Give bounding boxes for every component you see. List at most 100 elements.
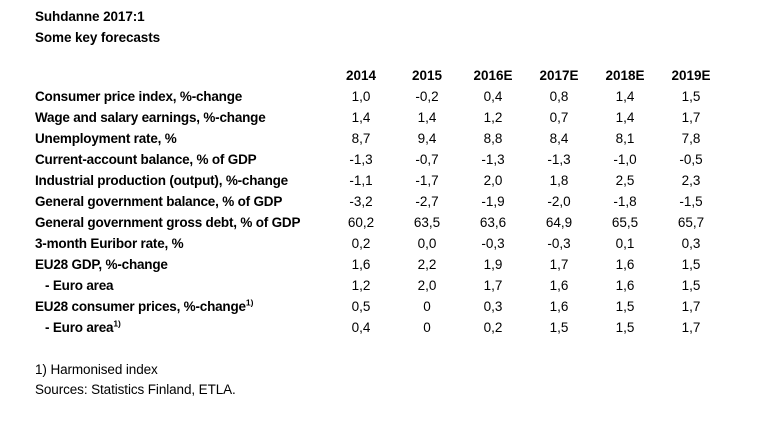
footnote-marker: 1)	[113, 318, 121, 329]
page-title: Suhdanne 2017:1	[35, 9, 145, 24]
footnote-harmonised-index: 1) Harmonised index	[35, 362, 158, 377]
table-cell: 1,6	[549, 278, 569, 293]
table-cell: 1,4	[615, 110, 635, 125]
table-cell: 1,5	[615, 320, 635, 335]
table-cell: 1,0	[351, 89, 371, 104]
table-row: 3-month Euribor rate, % 0,2 0,0 -0,3 -0,…	[35, 233, 768, 254]
table-cell: 1,5	[681, 278, 701, 293]
table-cell: 8,7	[351, 131, 371, 146]
table-cell: 60,2	[347, 215, 375, 230]
table-cell: -1,5	[679, 194, 703, 209]
table-row: Industrial production (output), %-change…	[35, 170, 768, 191]
table-cell: 1,5	[549, 320, 569, 335]
table-cell: -2,7	[415, 194, 439, 209]
forecast-table: 2014 2015 2016E 2017E 2018E 2019E Consum…	[35, 65, 768, 338]
table-cell: 1,2	[483, 110, 503, 125]
row-label: General government gross debt, % of GDP	[35, 215, 301, 230]
table-cell: -1,9	[481, 194, 505, 209]
table-cell: 1,7	[681, 110, 701, 125]
table-cell: 1,9	[483, 257, 503, 272]
table-cell: -1,3	[547, 152, 571, 167]
table-cell: 1,4	[417, 110, 437, 125]
table-cell: -0,5	[679, 152, 703, 167]
row-label: EU28 GDP, %-change	[35, 257, 168, 272]
table-cell: 1,7	[483, 278, 503, 293]
column-header-2016e: 2016E	[473, 68, 513, 83]
table-cell: 0,2	[483, 320, 503, 335]
table-cell: 1,2	[351, 278, 371, 293]
column-header-2018e: 2018E	[605, 68, 645, 83]
table-cell: 1,4	[351, 110, 371, 125]
table-cell: 0,1	[615, 236, 635, 251]
table-cell: 0,2	[351, 236, 371, 251]
table-cell: 65,5	[611, 215, 639, 230]
row-label-text: EU28 consumer prices, %-change	[35, 299, 246, 314]
column-header-2019e: 2019E	[671, 68, 711, 83]
row-label: Consumer price index, %-change	[35, 89, 243, 104]
table-cell: 0,4	[351, 320, 371, 335]
row-label: 3-month Euribor rate, %	[35, 236, 184, 251]
table-cell: 2,0	[417, 278, 437, 293]
table-row: EU28 GDP, %-change 1,6 2,2 1,9 1,7 1,6 1…	[35, 254, 768, 275]
table-cell: 1,7	[681, 299, 701, 314]
page-subtitle: Some key forecasts	[35, 30, 161, 45]
table-cell: -3,2	[349, 194, 373, 209]
table-cell: 0	[423, 320, 431, 335]
table-cell: -1,0	[613, 152, 637, 167]
table-cell: 1,7	[549, 257, 569, 272]
row-label-text: - Euro area	[45, 320, 114, 335]
footnotes-block: 1) Harmonised index Sources: Statistics …	[35, 360, 768, 400]
table-cell: -2,0	[547, 194, 571, 209]
table-cell: 7,8	[681, 131, 701, 146]
table-cell: 0,8	[549, 89, 569, 104]
row-label: Unemployment rate, %	[35, 131, 177, 146]
table-cell: 9,4	[417, 131, 437, 146]
table-row: Wage and salary earnings, %-change 1,4 1…	[35, 107, 768, 128]
table-cell: -0,3	[547, 236, 571, 251]
table-cell: -0,3	[481, 236, 505, 251]
table-row: Unemployment rate, % 8,7 9,4 8,8 8,4 8,1…	[35, 128, 768, 149]
table-row: Current-account balance, % of GDP -1,3 -…	[35, 149, 768, 170]
table-cell: 8,8	[483, 131, 503, 146]
table-cell: 2,2	[417, 257, 437, 272]
table-cell: 1,5	[681, 257, 701, 272]
table-row: Consumer price index, %-change 1,0 -0,2 …	[35, 86, 768, 107]
table-row: General government balance, % of GDP -3,…	[35, 191, 768, 212]
table-cell: 0,0	[417, 236, 437, 251]
table-cell: 1,4	[615, 89, 635, 104]
row-label: EU28 consumer prices, %-change1)	[35, 296, 328, 317]
table-row: General government gross debt, % of GDP …	[35, 212, 768, 233]
table-cell: -1,3	[349, 152, 373, 167]
table-cell: -1,1	[349, 173, 373, 188]
table-cell: 0,3	[681, 236, 701, 251]
table-cell: -1,3	[481, 152, 505, 167]
row-label: - Euro area1)	[35, 317, 328, 338]
table-cell: 1,6	[615, 257, 635, 272]
table-cell: -0,7	[415, 152, 439, 167]
column-header-2014: 2014	[345, 68, 377, 83]
table-cell: 8,4	[549, 131, 569, 146]
table-cell: 1,6	[351, 257, 371, 272]
table-cell: 2,3	[681, 173, 701, 188]
column-header-2017e: 2017E	[539, 68, 579, 83]
table-cell: 1,5	[681, 89, 701, 104]
table-cell: 1,6	[615, 278, 635, 293]
footnote-marker: 1)	[245, 297, 254, 308]
table-cell: 1,7	[681, 320, 701, 335]
table-cell: -1,7	[415, 173, 439, 188]
row-label: General government balance, % of GDP	[35, 194, 283, 209]
table-cell: 1,8	[549, 173, 569, 188]
table-cell: -0,2	[415, 89, 439, 104]
row-label: Wage and salary earnings, %-change	[35, 110, 266, 125]
column-header-2015: 2015	[411, 68, 443, 83]
table-cell: 0	[423, 299, 431, 314]
table-cell: 65,7	[677, 215, 705, 230]
table-cell: 0,4	[483, 89, 503, 104]
table-cell: 0,3	[483, 299, 503, 314]
table-cell: 63,5	[413, 215, 441, 230]
table-cell: 2,0	[483, 173, 503, 188]
table-cell: 1,5	[615, 299, 635, 314]
table-row: - Euro area1) 0,4 0 0,2 1,5 1,5 1,7	[35, 317, 768, 338]
table-cell: 2,5	[615, 173, 635, 188]
